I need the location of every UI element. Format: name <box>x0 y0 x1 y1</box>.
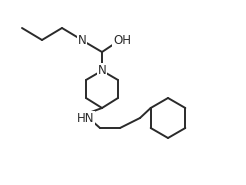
Text: N: N <box>78 33 86 46</box>
Text: OH: OH <box>113 33 131 46</box>
Text: N: N <box>98 63 106 77</box>
Text: HN: HN <box>77 112 95 125</box>
